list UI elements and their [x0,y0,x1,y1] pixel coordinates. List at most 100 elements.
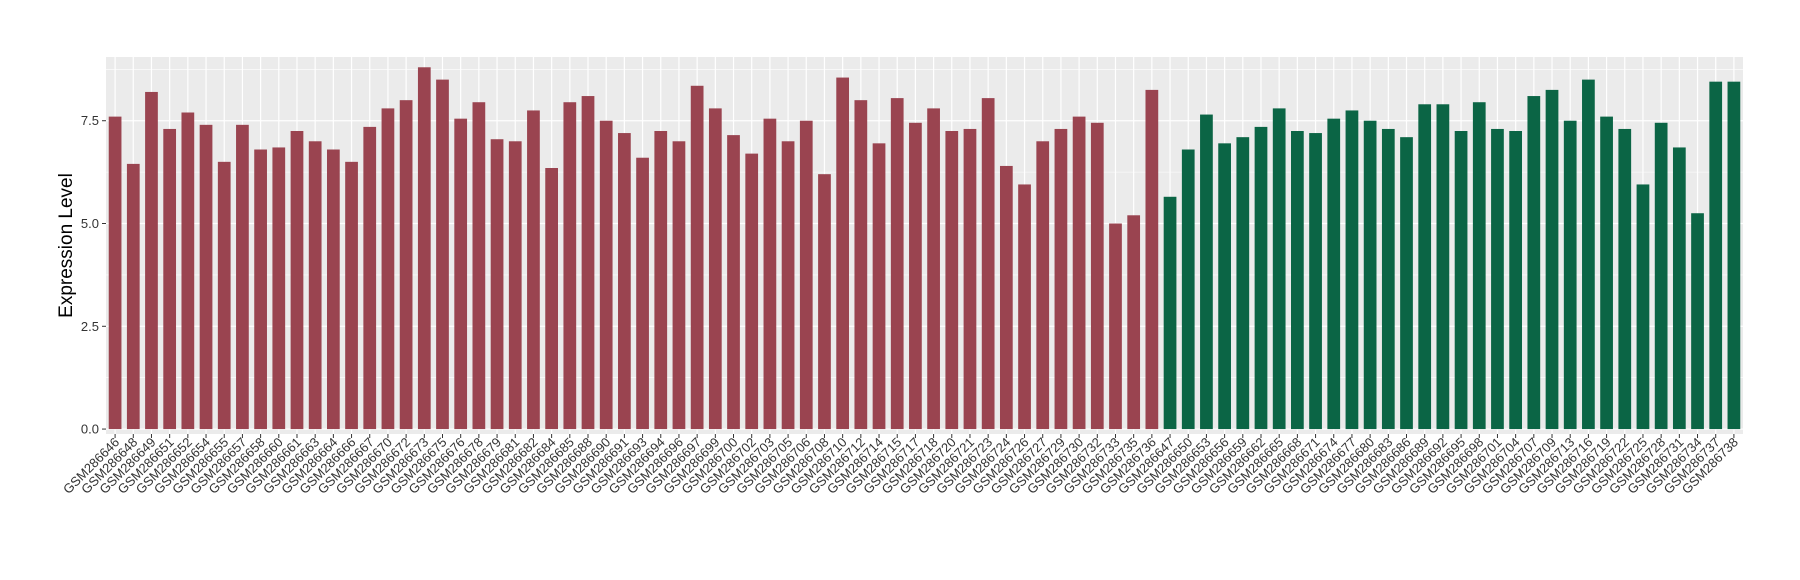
bar-GSM286658 [254,149,267,430]
bar-GSM286726 [1018,184,1031,430]
bar-GSM286674 [1327,118,1341,430]
bar-GSM286695 [1454,131,1468,430]
bar-GSM286720 [945,131,959,430]
bar-GSM286664 [326,149,340,430]
bar-GSM286670 [381,108,395,430]
bar-GSM286678 [472,102,486,430]
bar-GSM286727 [1036,141,1050,430]
bar-GSM286736 [1145,89,1159,430]
bar-GSM286734 [1691,213,1704,430]
bar-GSM286676 [454,118,468,430]
bar-GSM286716 [1582,79,1595,430]
bar-GSM286654 [199,124,213,430]
bar-GSM286647 [1163,196,1177,430]
bar-GSM286686 [1400,137,1413,430]
bar-GSM286679 [490,139,504,430]
bar-GSM286689 [1418,104,1432,430]
panel-background [106,57,1743,434]
bar-GSM286725 [1636,184,1650,430]
bar-GSM286712 [854,100,868,430]
bar-GSM286732 [1090,122,1104,430]
bar-GSM286651 [163,128,177,430]
bar-GSM286653 [1200,114,1213,430]
bar-GSM286735 [1127,215,1141,430]
bar-GSM286714 [872,143,886,430]
bar-GSM286663 [308,141,322,430]
bar-GSM286723 [981,98,995,430]
bar-GSM286724 [999,165,1013,430]
bar-GSM286665 [1272,108,1286,430]
bar-GSM286683 [1381,128,1395,430]
y-tick-label: 2.5 [81,319,99,334]
y-tick-label: 0.0 [81,422,99,437]
bar-GSM286681 [508,141,522,430]
bar-GSM286738 [1727,81,1741,430]
bar-GSM286694 [654,131,668,430]
bar-GSM286659 [1236,137,1250,430]
bar-GSM286709 [1545,89,1559,430]
bar-GSM286652 [181,112,195,430]
y-tick-label: 5.0 [81,216,99,231]
bar-GSM286697 [690,85,704,430]
bar-GSM286702 [745,153,759,430]
bar-GSM286661 [290,131,304,430]
bar-GSM286703 [763,118,777,430]
bar-GSM286677 [1345,110,1359,430]
bar-GSM286704 [1509,131,1523,430]
bar-GSM286662 [1254,126,1268,430]
y-tick-label: 7.5 [81,113,99,128]
bar-GSM286706 [799,120,813,430]
bar-GSM286693 [636,157,649,430]
bar-GSM286682 [527,110,540,430]
bar-GSM286657 [236,124,249,430]
bar-GSM286719 [1600,116,1613,430]
bar-GSM286660 [272,147,286,430]
bar-GSM286717 [909,122,922,430]
bar-GSM286649 [145,91,158,430]
bar-GSM286730 [1072,116,1086,430]
bar-GSM286729 [1054,128,1068,430]
bar-GSM286722 [1618,128,1632,430]
bar-GSM286713 [1563,120,1577,430]
y-axis-title: Expression Level [56,173,77,318]
bar-GSM286698 [1472,102,1486,430]
bar-GSM286692 [1436,104,1450,430]
bar-GSM286668 [1291,131,1304,430]
bar-GSM286715 [890,98,904,430]
bar-GSM286699 [708,108,722,430]
bar-GSM286731 [1672,147,1686,430]
bar-GSM286721 [963,128,977,430]
bar-GSM286680 [1363,120,1377,430]
bar-GSM286666 [345,161,358,430]
x-axis: GSM286646GSM286648GSM286649GSM286651GSM2… [60,434,1741,497]
bar-GSM286700 [727,135,740,430]
bar-GSM286691 [618,133,631,430]
bar-GSM286673 [417,67,431,430]
bar-GSM286646 [108,116,122,430]
bar-GSM286707 [1527,96,1541,430]
bar-GSM286650 [1181,149,1195,430]
bar-GSM286675 [436,79,449,430]
bar-GSM286728 [1654,122,1668,430]
bar-GSM286718 [927,108,940,430]
bar-GSM286696 [672,141,686,430]
bar-GSM286648 [126,163,140,430]
bar-GSM286688 [581,96,595,430]
bar-GSM286733 [1109,223,1122,430]
bar-GSM286667 [363,126,377,430]
bar-GSM286710 [836,77,850,430]
bar-GSM286708 [818,174,831,430]
bar-GSM286737 [1709,81,1723,430]
bar-GSM286672 [399,100,413,430]
y-axis: 0.0 2.5 5.0 7.5 [81,113,106,437]
bar-GSM286655 [217,161,231,430]
bar-GSM286684 [545,168,558,430]
bars [108,67,1741,430]
bar-GSM286701 [1491,128,1504,430]
bar-GSM286671 [1309,133,1322,430]
bar-GSM286690 [599,120,613,430]
bar-GSM286685 [563,102,577,430]
bar-GSM286656 [1218,143,1231,430]
bar-GSM286705 [781,141,795,430]
